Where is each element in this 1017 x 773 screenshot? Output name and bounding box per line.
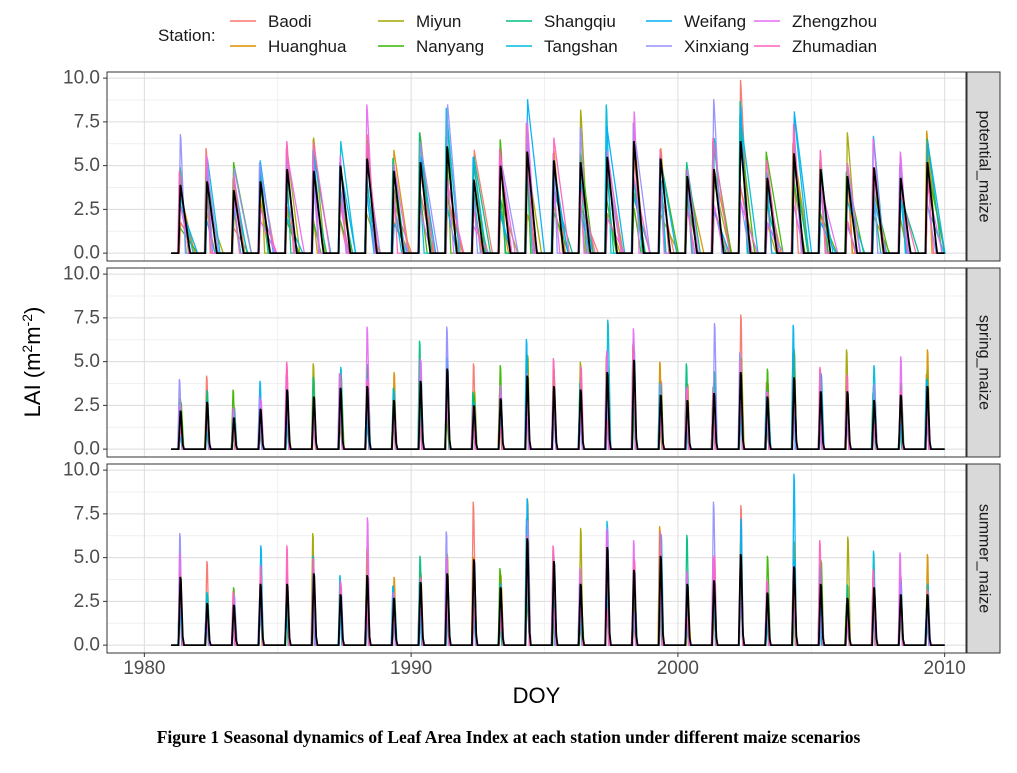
y-tick-label: 5.0 <box>74 351 100 372</box>
lai-faceted-line-chart: Station: Baodi Huanghua Miyun Nanyang Shangq… <box>19 12 1001 708</box>
y-tick-label: 2.5 <box>74 591 100 612</box>
legend-label: Shangqiu <box>544 12 616 31</box>
facet-strip <box>966 463 1001 654</box>
legend-label: Miyun <box>416 12 461 31</box>
legend-item-baodi: Baodi <box>230 12 311 31</box>
panel-summer_maize: summer_maize 0.0 2.5 5.0 7.5 10.0 1980 1990 2000… <box>63 460 1001 679</box>
panel-potential_maize: potential_maize 0.0 2.5 5.0 7.5 10.0 <box>63 68 1001 264</box>
panel-border <box>106 267 967 458</box>
legend-item-shangqiu: Shangqiu <box>506 12 616 31</box>
series-mean-potential_maize <box>171 141 945 255</box>
facet-panels: potential_maize0.02.55.07.510.0spring_ma… <box>63 68 1001 679</box>
legend-label: Huanghua <box>268 37 347 56</box>
facet-strip-label: summer_maize <box>976 504 993 613</box>
facet-strip-label: spring_maize <box>976 315 993 410</box>
y-tick-label: 0.0 <box>74 635 100 656</box>
legend-label: Zhengzhou <box>792 12 877 31</box>
legend: Station: Baodi Huanghua Miyun Nanyang Shangq… <box>158 12 877 56</box>
x-tick-label: 2000 <box>657 658 699 679</box>
legend-item-xinxiang: Xinxiang <box>646 37 749 56</box>
y-tick-label: 5.0 <box>74 155 100 176</box>
y-axis-title: LAI (m2m-2) <box>19 307 45 418</box>
y-tick-label: 0.0 <box>74 439 100 460</box>
legend-item-huanghua: Huanghua <box>230 37 347 56</box>
facet-strip-label: potential_maize <box>976 110 993 222</box>
x-tick-label: 1980 <box>123 658 165 679</box>
legend-label: Tangshan <box>544 37 618 56</box>
y-tick-label: 10.0 <box>63 264 100 285</box>
y-tick-label: 7.5 <box>74 307 100 328</box>
legend-label: Baodi <box>268 12 311 31</box>
legend-label: Nanyang <box>416 37 484 56</box>
x-tick-label: 2010 <box>924 658 966 679</box>
y-tick-label: 0.0 <box>74 243 100 264</box>
y-tick-label: 7.5 <box>74 503 100 524</box>
y-tick-label: 7.5 <box>74 111 100 132</box>
legend-item-miyun: Miyun <box>378 12 461 31</box>
legend-label: Zhumadian <box>792 37 877 56</box>
series-mean-summer_maize <box>171 538 945 647</box>
y-tick-label: 2.5 <box>74 395 100 416</box>
y-tick-label: 5.0 <box>74 547 100 568</box>
x-axis-title: DOY <box>513 683 561 708</box>
legend-item-zhumadian: Zhumadian <box>754 37 877 56</box>
panel-spring_maize: spring_maize 0.0 2.5 5.0 7.5 10.0 <box>63 264 1001 460</box>
legend-item-tangshan: Tangshan <box>506 37 618 56</box>
y-tick-label: 2.5 <box>74 199 100 220</box>
x-tick-label: 1990 <box>390 658 432 679</box>
series-mean-spring_maize <box>171 359 945 451</box>
panel-border <box>106 463 967 654</box>
y-tick-label: 10.0 <box>63 460 100 481</box>
panel-background <box>107 72 966 261</box>
y-tick-label: 10.0 <box>63 68 100 89</box>
panel-border <box>106 71 967 262</box>
legend-item-nanyang: Nanyang <box>378 37 484 56</box>
legend-item-zhengzhou: Zhengzhou <box>754 12 877 31</box>
facet-strip <box>966 71 1001 262</box>
legend-item-weifang: Weifang <box>646 12 746 31</box>
legend-label: Weifang <box>684 12 746 31</box>
facet-strip <box>966 267 1001 458</box>
figure-caption: Figure 1 Seasonal dynamics of Leaf Area … <box>156 727 861 747</box>
legend-label: Xinxiang <box>684 37 749 56</box>
legend-title: Station: <box>158 26 216 45</box>
